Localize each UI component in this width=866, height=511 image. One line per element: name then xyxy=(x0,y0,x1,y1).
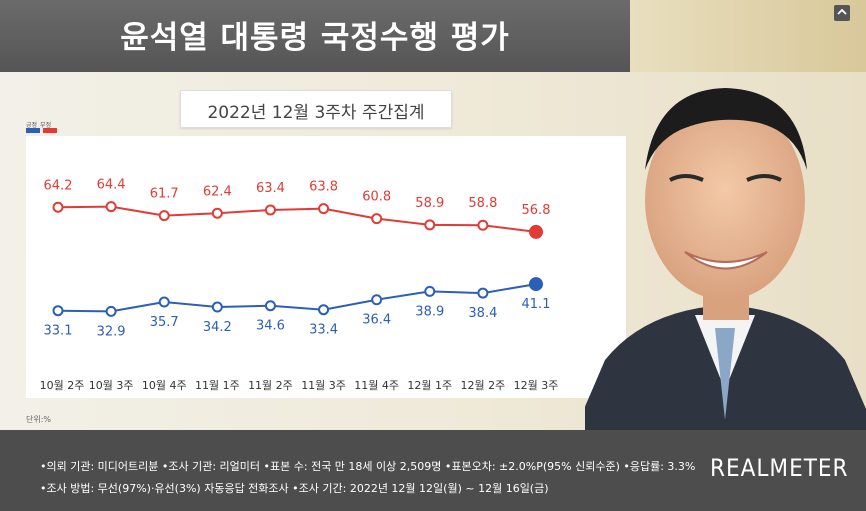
page-title: 윤석열 대통령 국정수행 평가 xyxy=(120,20,510,56)
x-tick-label: 10월 4주 xyxy=(142,379,187,392)
x-tick-label: 11월 1주 xyxy=(195,379,240,392)
legend-swatches xyxy=(26,128,57,133)
legend-disapprove-swatch xyxy=(43,128,57,133)
data-label-0-3: 62.4 xyxy=(203,184,232,199)
x-tick-label: 10월 2주 xyxy=(40,379,85,392)
x-tick-label: 12월 1주 xyxy=(407,379,452,392)
data-point-0-2 xyxy=(158,210,170,222)
data-label-1-6: 36.4 xyxy=(362,313,391,328)
data-label-1-9: 41.1 xyxy=(522,297,551,312)
legend-approve-label: 긍정 xyxy=(26,122,38,129)
data-label-1-4: 34.6 xyxy=(256,319,285,334)
subtitle: 2022년 12월 3주차 주간집계 xyxy=(207,103,425,123)
data-point-1-8 xyxy=(477,287,489,299)
unit-label: 단위:% xyxy=(26,415,52,424)
data-label-0-6: 60.8 xyxy=(362,190,391,205)
data-label-1-5: 33.4 xyxy=(309,323,338,338)
data-point-0-8 xyxy=(477,219,489,231)
x-tick-label: 12월 2주 xyxy=(461,379,506,392)
subtitle-box: 2022년 12월 3주차 주간집계 xyxy=(180,90,452,128)
data-point-0-1 xyxy=(105,201,117,213)
title-accent-strip xyxy=(630,0,866,72)
data-point-1-3 xyxy=(211,301,223,313)
president-portrait xyxy=(585,88,866,430)
legend: 긍정 부정 xyxy=(26,120,51,129)
line-chart: 64.2 64.4 61.7 62.4 63.4 63.8 60.8 58.9 58.8 56.8… xyxy=(44,178,551,340)
footer-survey-method: •조사 방법: 무선(97%)·유선(3%) 자동응답 전화조사 •조사 기간:… xyxy=(40,482,549,495)
data-point-1-1 xyxy=(105,305,117,317)
legend-disapprove-label: 부정 xyxy=(40,122,52,129)
x-tick-label: 10월 3주 xyxy=(89,379,134,392)
data-point-0-6 xyxy=(371,213,383,225)
data-point-1-7 xyxy=(424,285,436,297)
data-point-0-7 xyxy=(424,219,436,231)
series-line-0 xyxy=(57,205,537,233)
data-label-0-4: 63.4 xyxy=(256,181,285,196)
x-axis-labels: 10월 2주 10월 3주 10월 4주 11월 1주 11월 2주 11월 3주 11월 … xyxy=(40,379,559,392)
data-point-0-4 xyxy=(264,204,276,216)
data-point-1-2 xyxy=(158,296,170,308)
footer-survey-info: •의뢰 기관: 미디어트리뷴 •조사 기관: 리얼미터 •표본 수: 전국 만 … xyxy=(40,460,696,473)
data-point-0-3 xyxy=(211,207,223,219)
data-label-0-8: 58.8 xyxy=(468,196,497,211)
data-point-0-5 xyxy=(318,203,330,215)
chart-area: 64.2 64.4 61.7 62.4 63.4 63.8 60.8 58.9 58.8 56.8… xyxy=(26,136,626,372)
data-label-1-3: 34.2 xyxy=(203,320,232,335)
data-point-1-9 xyxy=(529,277,543,292)
x-tick-label: 11월 2주 xyxy=(248,379,293,392)
data-point-1-4 xyxy=(264,300,276,312)
data-label-1-0: 33.1 xyxy=(44,324,73,339)
data-label-1-1: 32.9 xyxy=(97,324,126,339)
data-point-1-6 xyxy=(371,294,383,306)
x-tick-label: 12월 3주 xyxy=(514,379,559,392)
data-point-0-9 xyxy=(529,224,543,239)
data-label-1-2: 35.7 xyxy=(150,315,179,330)
title-bar: 윤석열 대통령 국정수행 평가 xyxy=(0,0,630,72)
data-point-0-0 xyxy=(52,201,64,213)
data-label-0-9: 56.8 xyxy=(522,203,551,218)
legend-approve-swatch xyxy=(26,128,40,133)
data-label-1-8: 38.4 xyxy=(468,306,497,321)
data-label-0-7: 58.9 xyxy=(415,196,444,211)
data-label-0-5: 63.8 xyxy=(309,180,338,195)
series-line-1 xyxy=(57,283,537,313)
data-label-0-1: 64.4 xyxy=(97,178,126,193)
data-point-1-0 xyxy=(52,305,64,317)
x-tick-label: 11월 4주 xyxy=(354,379,399,392)
footer xyxy=(0,430,866,511)
x-tick-label: 11월 3주 xyxy=(301,379,346,392)
data-label-1-7: 38.9 xyxy=(415,304,444,319)
data-point-1-5 xyxy=(318,304,330,316)
x-axis: 10월 2주 10월 3주 10월 4주 11월 1주 11월 2주 11월 3주 11월 … xyxy=(26,372,626,398)
share-icon[interactable] xyxy=(833,4,851,22)
data-label-0-2: 61.7 xyxy=(150,187,179,202)
data-label-0-0: 64.2 xyxy=(44,178,73,193)
brand-logo: REALMETER xyxy=(710,454,849,482)
